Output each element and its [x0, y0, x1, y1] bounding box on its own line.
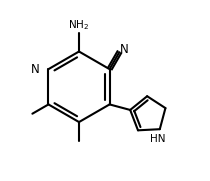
Text: N: N	[31, 63, 40, 76]
Text: NH$_2$: NH$_2$	[68, 18, 90, 32]
Text: HN: HN	[150, 134, 166, 144]
Text: N: N	[120, 43, 129, 56]
